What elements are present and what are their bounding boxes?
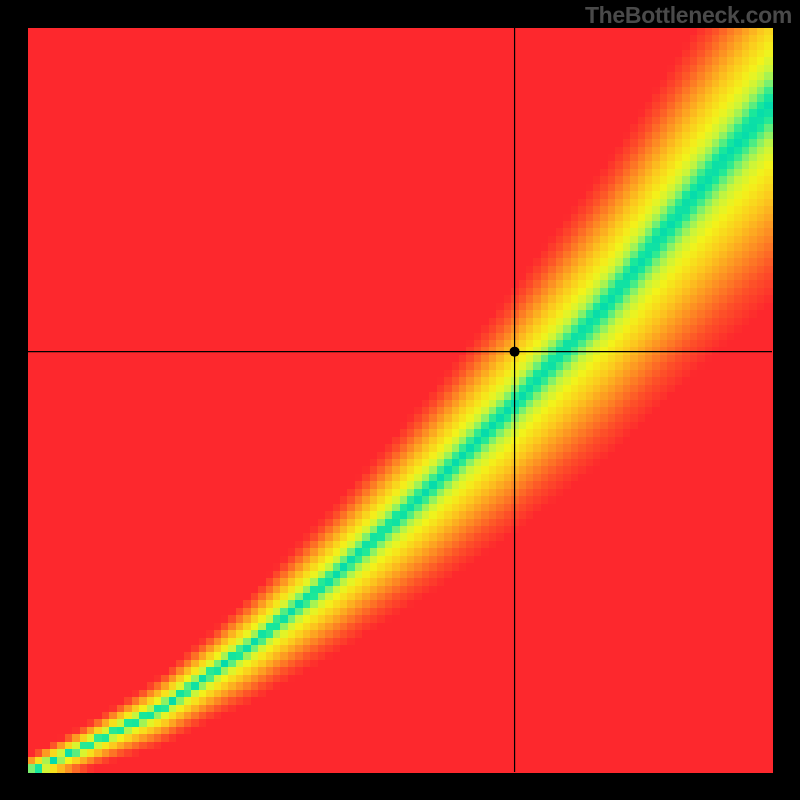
watermark-text: TheBottleneck.com xyxy=(585,0,800,29)
bottleneck-heatmap xyxy=(0,0,800,800)
